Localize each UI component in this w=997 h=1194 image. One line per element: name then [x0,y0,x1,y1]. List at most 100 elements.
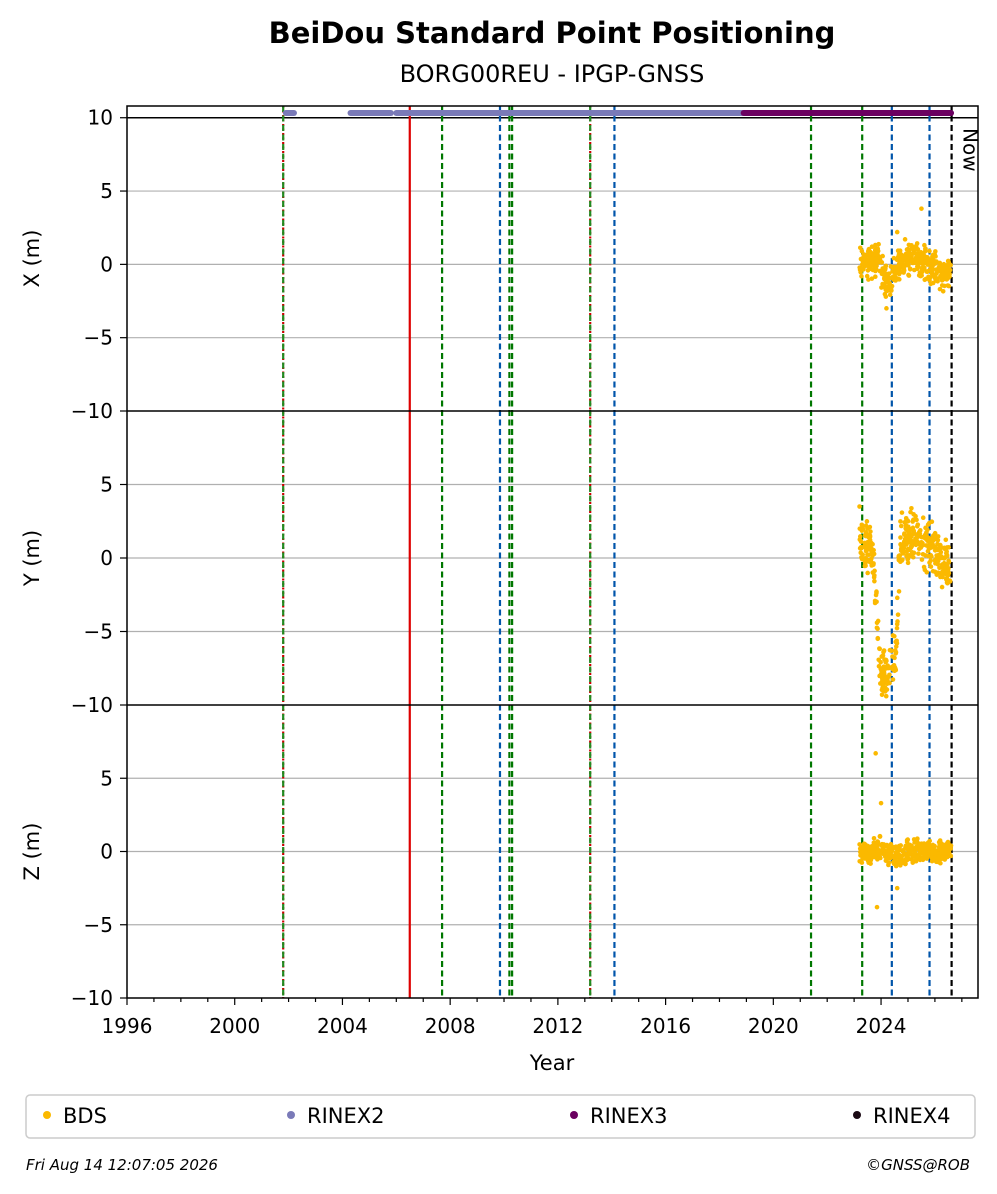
bds-point [928,281,934,287]
y-tick-label: 10 [88,106,113,130]
legend-marker [43,1111,51,1119]
bds-point [913,513,918,519]
bds-point [913,542,919,548]
bds-point [874,589,879,594]
bds-x-points [857,206,953,311]
bds-point [913,840,918,845]
bds-point [919,265,925,271]
bds-point [908,509,913,515]
bds-point [860,856,865,861]
bds-point [868,861,873,866]
bds-point [887,851,892,857]
bds-point [877,853,882,858]
x-tick-label: 2004 [317,1014,368,1038]
bds-point [857,534,863,539]
bds-point [944,577,949,582]
footer-timestamp: Fri Aug 14 12:07:05 2026 [26,1156,218,1174]
bds-point [871,562,876,567]
bds-point [874,904,880,910]
bds-point [921,851,926,856]
bds-point [918,273,923,279]
bds-point [887,665,893,670]
bds-point [875,635,881,641]
bds-point [902,531,907,536]
bds-point [883,264,888,269]
bds-point [929,849,935,855]
bds-point [868,542,873,547]
bds-point [877,834,883,839]
bds-point [902,237,908,242]
bds-point [942,567,948,572]
legend-label: RINEX4 [873,1104,951,1128]
legend-entry-rinex3: RINEX3 [570,1104,668,1128]
bds-point [869,244,875,250]
bds-point [928,564,934,569]
bds-point [939,283,945,288]
bds-point [896,264,902,269]
bds-point [899,510,905,515]
bds-point [860,844,865,850]
bds-point [880,253,885,259]
bds-point [884,855,890,861]
bds-point [943,267,949,272]
bds-point [913,846,918,852]
bds-point [866,246,872,252]
bds-point [934,556,940,561]
y-tick-label: −5 [84,913,113,937]
bds-point [894,885,900,891]
bds-point [879,654,885,659]
bds-point [870,255,876,261]
bds-point [898,535,903,540]
bds-point [933,249,938,254]
bds-point [884,288,890,294]
bds-point [890,274,896,279]
bds-point [945,283,951,288]
bds-point [894,595,900,601]
x-tick-label: 2024 [856,1014,907,1038]
bds-point [932,259,938,264]
bds-point [940,289,946,294]
y-tick-label: −5 [84,326,113,350]
bds-point [859,522,865,528]
bds-point [942,855,947,860]
bds-point [885,284,891,290]
bds-point [893,844,899,849]
bds-point [911,550,917,556]
bds-point [895,612,901,617]
bds-point [881,851,887,857]
bds-point [943,550,949,556]
bds-point [872,568,877,574]
bds-point [917,531,923,536]
bds-point [890,654,895,659]
bds-point [882,686,887,691]
bds-point [873,274,878,280]
bds-point [938,574,943,580]
bds-point [903,861,908,867]
y-tick-label: 0 [100,252,113,276]
bds-point [894,229,900,235]
bds-point [903,845,908,851]
bds-point [884,306,889,311]
bds-point [910,519,915,524]
bds-point [919,534,925,540]
bds-point [934,858,939,863]
bds-point [928,543,934,549]
bds-point [936,264,942,270]
bds-point [919,256,924,262]
legend-entry-rinex4: RINEX4 [853,1104,951,1128]
bds-point [892,633,897,639]
bds-point [909,505,914,511]
bds-point [881,669,887,675]
bds-point [939,584,945,590]
bds-point [878,800,884,806]
bds-point [857,526,863,531]
legend: BDS RINEX2 RINEX3 RINEX4 [43,1104,951,1128]
bds-point [932,530,938,536]
bds-point [898,542,903,547]
bds-point [864,519,870,524]
bds-point [862,559,868,564]
bds-point [937,847,942,853]
bds-point [865,552,870,557]
bds-point [912,247,918,252]
bds-point [872,600,878,606]
